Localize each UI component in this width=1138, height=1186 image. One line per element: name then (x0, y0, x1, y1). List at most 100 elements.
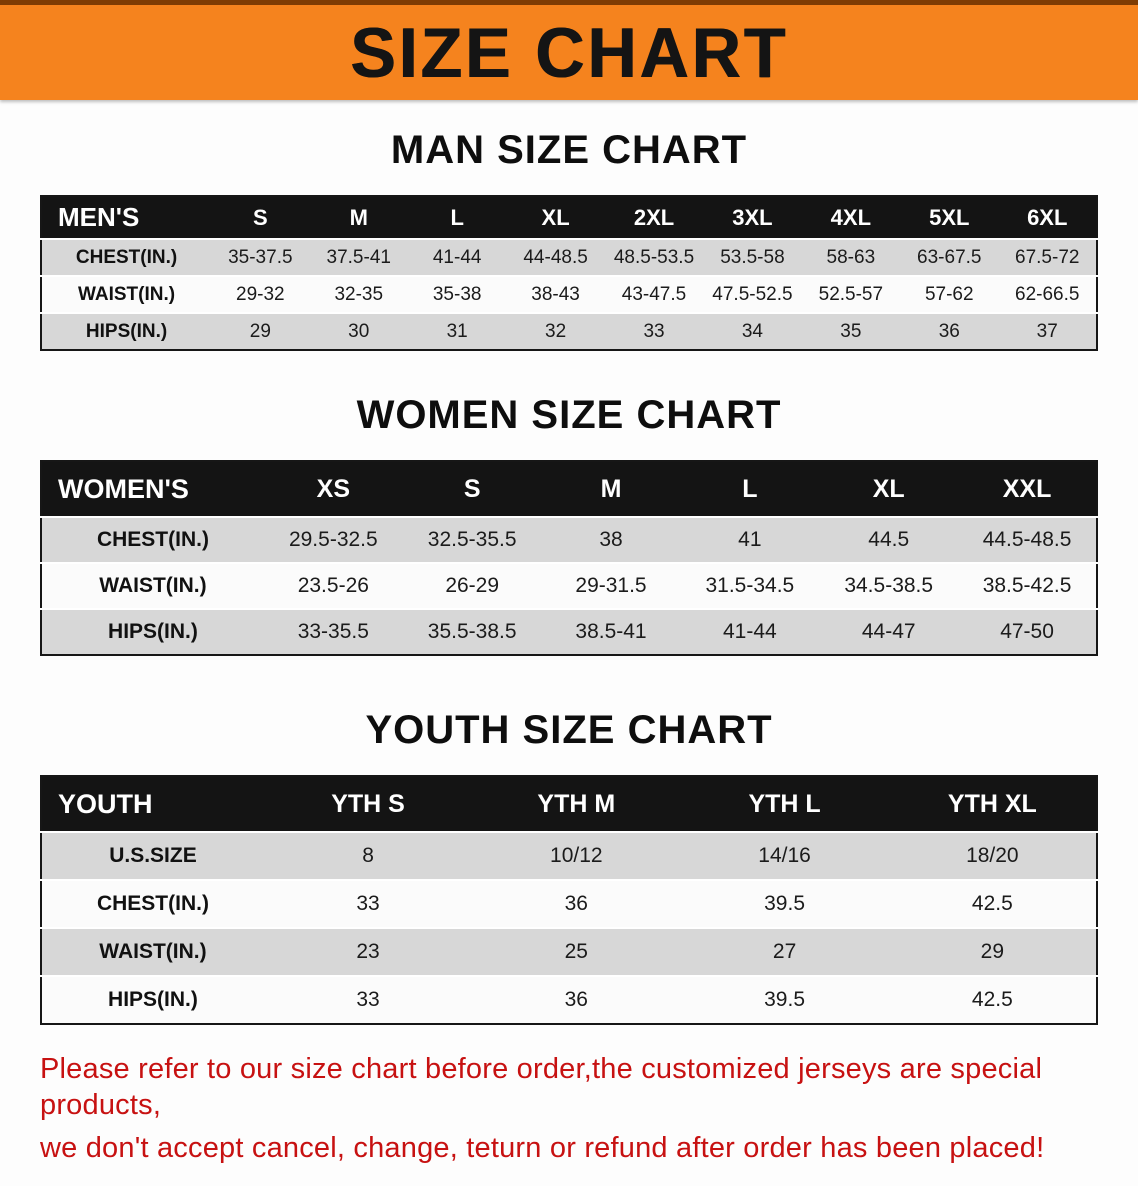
table-row: HIPS(IN.) 29 30 31 32 33 34 35 36 37 (41, 313, 1097, 350)
size-value-cell: 36 (900, 313, 999, 350)
size-value-cell: 48.5-53.5 (604, 239, 704, 276)
size-value-cell: 35 (801, 313, 901, 350)
youth-table-header: YOUTH YTH S YTH M YTH L YTH XL (41, 776, 1097, 832)
size-value-cell: 33 (604, 313, 704, 350)
row-label-cell: CHEST(IN.) (41, 517, 264, 563)
size-column-header: XS (263, 461, 403, 517)
size-value-cell: 37 (998, 313, 1097, 350)
size-value-cell: 33-35.5 (263, 609, 403, 655)
size-value-cell: 52.5-57 (801, 276, 901, 313)
size-column-header: YTH S (263, 776, 473, 832)
size-value-cell: 10/12 (472, 832, 681, 880)
row-label-cell: U.S.SIZE (41, 832, 264, 880)
size-value-cell: 33 (263, 880, 473, 928)
size-column-header: L (680, 461, 820, 517)
women-size-table: WOMEN'S XS S M L XL XXL CHEST(IN.) 29.5-32.5 32.… (40, 460, 1098, 656)
size-column-header: L (407, 196, 507, 239)
size-value-cell: 31.5-34.5 (680, 563, 820, 609)
size-value-cell: 36 (472, 976, 681, 1024)
size-value-cell: 42.5 (888, 976, 1097, 1024)
size-value-cell: 29-32 (211, 276, 310, 313)
table-row: WAIST(IN.) 23.5-26 26-29 29-31.5 31.5-34.5 34… (41, 563, 1097, 609)
size-column-header: YTH M (472, 776, 681, 832)
size-value-cell: 37.5-41 (309, 239, 408, 276)
size-value-cell: 34.5-38.5 (819, 563, 959, 609)
size-value-cell: 38.5-42.5 (958, 563, 1097, 609)
size-value-cell: 30 (309, 313, 408, 350)
size-value-cell: 34 (703, 313, 802, 350)
size-value-cell: 35-38 (407, 276, 507, 313)
size-column-header: 6XL (998, 196, 1097, 239)
size-value-cell: 42.5 (888, 880, 1097, 928)
row-label-cell: WAIST(IN.) (41, 928, 264, 976)
page-title: SIZE CHART (350, 12, 788, 93)
row-label-cell: HIPS(IN.) (41, 976, 264, 1024)
table-row: CHEST(IN.) 35-37.5 37.5-41 41-44 44-48.5 48.5… (41, 239, 1097, 276)
size-value-cell: 25 (472, 928, 681, 976)
table-row: WAIST(IN.) 29-32 32-35 35-38 38-43 43-47.5 47.… (41, 276, 1097, 313)
size-column-header: S (211, 196, 310, 239)
size-table-header-row: YOUTH YTH S YTH M YTH L YTH XL (41, 776, 1097, 832)
youth-section-heading: YOUTH SIZE CHART (365, 708, 773, 752)
size-value-cell: 39.5 (680, 976, 889, 1024)
size-value-cell: 39.5 (680, 880, 889, 928)
size-value-cell: 44-47 (819, 609, 959, 655)
banner: SIZE CHART (0, 0, 1138, 100)
size-value-cell: 35-37.5 (211, 239, 310, 276)
table-title-cell: MEN'S (41, 196, 212, 239)
size-value-cell: 53.5-58 (703, 239, 802, 276)
row-label-cell: WAIST(IN.) (41, 276, 212, 313)
size-column-header: 2XL (604, 196, 704, 239)
men-section-heading: MAN SIZE CHART (390, 128, 748, 172)
table-row: U.S.SIZE 8 10/12 14/16 18/20 (41, 832, 1097, 880)
size-value-cell: 44-48.5 (506, 239, 605, 276)
women-table-header: WOMEN'S XS S M L XL XXL (41, 461, 1097, 517)
size-value-cell: 47-50 (958, 609, 1097, 655)
size-value-cell: 58-63 (801, 239, 901, 276)
size-value-cell: 32-35 (309, 276, 408, 313)
size-column-header: S (402, 461, 542, 517)
women-section-heading: WOMEN SIZE CHART (356, 393, 782, 437)
row-label-cell: CHEST(IN.) (41, 880, 264, 928)
youth-size-table: YOUTH YTH S YTH M YTH L YTH XL U.S.SIZE 8 10/1… (40, 775, 1098, 1025)
size-column-header: YTH L (680, 776, 889, 832)
size-value-cell: 27 (680, 928, 889, 976)
table-row: CHEST(IN.) 29.5-32.5 32.5-35.5 38 41 44.5 44.5… (41, 517, 1097, 563)
size-value-cell: 67.5-72 (998, 239, 1097, 276)
size-value-cell: 29 (211, 313, 310, 350)
table-title-cell: WOMEN'S (41, 461, 264, 517)
size-value-cell: 41-44 (407, 239, 507, 276)
table-title-cell: YOUTH (41, 776, 264, 832)
size-value-cell: 57-62 (900, 276, 999, 313)
men-table-header: MEN'S S M L XL 2XL 3XL 4XL 5XL 6XL (41, 196, 1097, 239)
size-value-cell: 38.5-41 (541, 609, 681, 655)
table-row: HIPS(IN.) 33 36 39.5 42.5 (41, 976, 1097, 1024)
size-value-cell: 33 (263, 976, 473, 1024)
size-column-header: 3XL (703, 196, 802, 239)
size-column-header: XL (506, 196, 605, 239)
size-column-header: XXL (958, 461, 1097, 517)
size-value-cell: 47.5-52.5 (703, 276, 802, 313)
size-value-cell: 41-44 (680, 609, 820, 655)
footer-note-line1: Please refer to our size chart before or… (40, 1053, 1043, 1122)
size-column-header: XL (819, 461, 959, 517)
size-value-cell: 43-47.5 (604, 276, 704, 313)
row-label-cell: CHEST(IN.) (41, 239, 212, 276)
row-label-cell: HIPS(IN.) (41, 609, 264, 655)
size-value-cell: 18/20 (888, 832, 1097, 880)
size-value-cell: 26-29 (402, 563, 542, 609)
size-value-cell: 31 (407, 313, 507, 350)
table-row: HIPS(IN.) 33-35.5 35.5-38.5 38.5-41 41-44 44-… (41, 609, 1097, 655)
size-value-cell: 62-66.5 (998, 276, 1097, 313)
footer-note-line2: we don't accept cancel, change, teturn o… (40, 1131, 1045, 1164)
table-row: WAIST(IN.) 23 25 27 29 (41, 928, 1097, 976)
size-column-header: 5XL (900, 196, 999, 239)
size-value-cell: 41 (680, 517, 820, 563)
row-label-cell: HIPS(IN.) (41, 313, 212, 350)
size-value-cell: 63-67.5 (900, 239, 999, 276)
size-value-cell: 8 (263, 832, 473, 880)
table-row: CHEST(IN.) 33 36 39.5 42.5 (41, 880, 1097, 928)
size-value-cell: 36 (472, 880, 681, 928)
size-value-cell: 38-43 (506, 276, 605, 313)
